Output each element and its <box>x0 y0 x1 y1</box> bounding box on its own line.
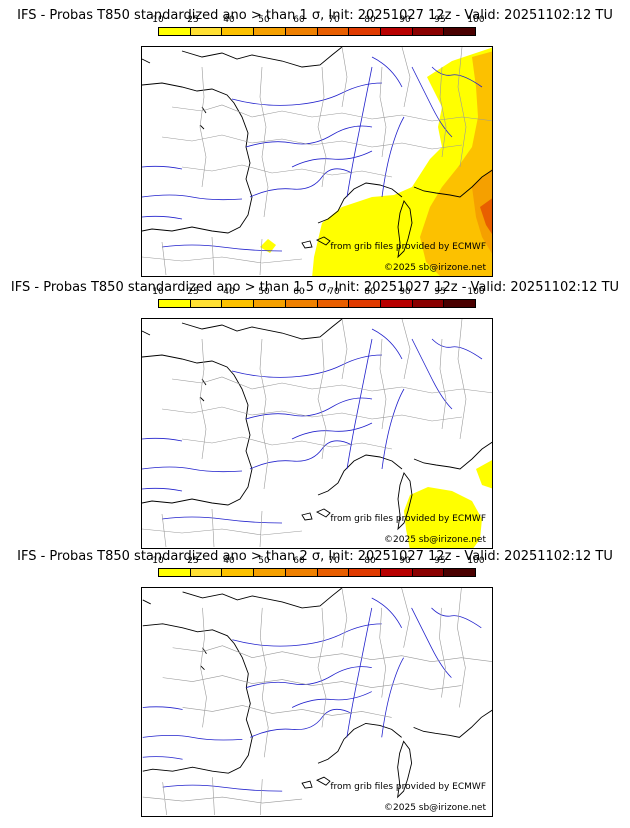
scale-swatch <box>222 28 255 35</box>
scale-label: 95 <box>434 287 446 297</box>
color-scale-labels: 10 25 40 50 60 70 80 90 95 100 <box>150 556 490 566</box>
source-credit: from grib files provided by ECMWF <box>330 782 486 792</box>
prob-area-red <box>480 198 492 234</box>
copyright: ©2025 sb@irizone.net <box>384 535 486 545</box>
copyright: ©2025 sb@irizone.net <box>384 263 486 273</box>
scale-label: 50 <box>258 556 270 566</box>
scale-label: 50 <box>258 287 270 297</box>
source-credit: from grib files provided by ECMWF <box>330 514 486 524</box>
scale-label: 60 <box>293 15 305 25</box>
scale-swatch <box>380 28 413 35</box>
panel-title: IFS - Probas T850 standardized ano > tha… <box>17 549 613 564</box>
scale-swatch <box>285 300 318 307</box>
scale-swatch <box>222 569 255 576</box>
scale-label: 50 <box>258 15 270 25</box>
scale-label: 40 <box>223 15 235 25</box>
scale-label: 25 <box>187 556 199 566</box>
scale-swatch <box>190 300 223 307</box>
scale-swatch <box>380 569 413 576</box>
scale-label: 100 <box>467 287 485 297</box>
scale-label: 70 <box>328 287 340 297</box>
scale-label: 90 <box>399 556 411 566</box>
scale-label: 10 <box>152 287 164 297</box>
color-scale-bar <box>158 27 476 36</box>
scale-swatch <box>190 569 223 576</box>
scale-swatch <box>412 300 445 307</box>
prob-area-yellow-2 <box>260 239 276 253</box>
scale-swatch <box>285 569 318 576</box>
prob-area-yellow <box>404 487 482 548</box>
scale-swatch <box>349 569 381 576</box>
scale-label: 80 <box>364 287 376 297</box>
scale-label: 40 <box>223 556 235 566</box>
source-credit: from grib files provided by ECMWF <box>330 242 486 252</box>
scale-label: 25 <box>187 15 199 25</box>
color-scale-bar <box>158 299 476 308</box>
scale-label: 100 <box>467 15 485 25</box>
scale-swatch <box>317 300 350 307</box>
scale-label: 70 <box>328 15 340 25</box>
copyright: ©2025 sb@irizone.net <box>384 803 486 813</box>
scale-swatch <box>254 28 286 35</box>
color-scale-bar <box>158 568 476 577</box>
scale-swatch <box>317 28 350 35</box>
scale-swatch <box>159 28 191 35</box>
scale-label: 25 <box>187 287 199 297</box>
scale-label: 70 <box>328 556 340 566</box>
probability-map: from grib files provided by ECMWF ©2025 … <box>141 318 493 549</box>
panel-3: IFS - Probas T850 standardized ano > tha… <box>0 541 630 828</box>
scale-swatch <box>412 28 445 35</box>
panel-2: IFS - Probas T850 standardized ano > tha… <box>0 272 630 549</box>
scale-label: 80 <box>364 15 376 25</box>
probability-map: from grib files provided by ECMWF ©2025 … <box>141 46 493 277</box>
scale-label: 95 <box>434 556 446 566</box>
scale-swatch <box>317 569 350 576</box>
scale-swatch <box>349 300 381 307</box>
scale-swatch <box>285 28 318 35</box>
scale-label: 40 <box>223 287 235 297</box>
scale-swatch <box>159 569 191 576</box>
prob-area-yellow-2 <box>476 460 492 489</box>
scale-label: 95 <box>434 15 446 25</box>
scale-label: 80 <box>364 556 376 566</box>
scale-swatch <box>190 28 223 35</box>
panel-title: IFS - Probas T850 standardized ano > tha… <box>10 280 620 295</box>
panel-1: IFS - Probas T850 standardized ano > tha… <box>0 0 630 277</box>
scale-swatch <box>222 300 255 307</box>
scale-label: 60 <box>293 287 305 297</box>
scale-swatch <box>444 300 476 307</box>
scale-swatch <box>254 569 286 576</box>
scale-label: 90 <box>399 15 411 25</box>
scale-swatch <box>159 300 191 307</box>
panel-title: IFS - Probas T850 standardized ano > tha… <box>17 8 613 23</box>
probability-map: from grib files provided by ECMWF ©2025 … <box>141 587 493 817</box>
scale-label: 10 <box>152 15 164 25</box>
scale-swatch <box>349 28 381 35</box>
scale-label: 60 <box>293 556 305 566</box>
scale-swatch <box>254 300 286 307</box>
scale-label: 10 <box>152 556 164 566</box>
scale-label: 90 <box>399 287 411 297</box>
scale-label: 100 <box>467 556 485 566</box>
prob-area-orange <box>420 51 492 276</box>
color-scale-labels: 10 25 40 50 60 70 80 90 95 100 <box>150 287 490 297</box>
scale-swatch <box>380 300 413 307</box>
scale-swatch <box>444 28 476 35</box>
scale-swatch <box>444 569 476 576</box>
color-scale-labels: 10 25 40 50 60 70 80 90 95 100 <box>150 15 490 25</box>
scale-swatch <box>412 569 445 576</box>
